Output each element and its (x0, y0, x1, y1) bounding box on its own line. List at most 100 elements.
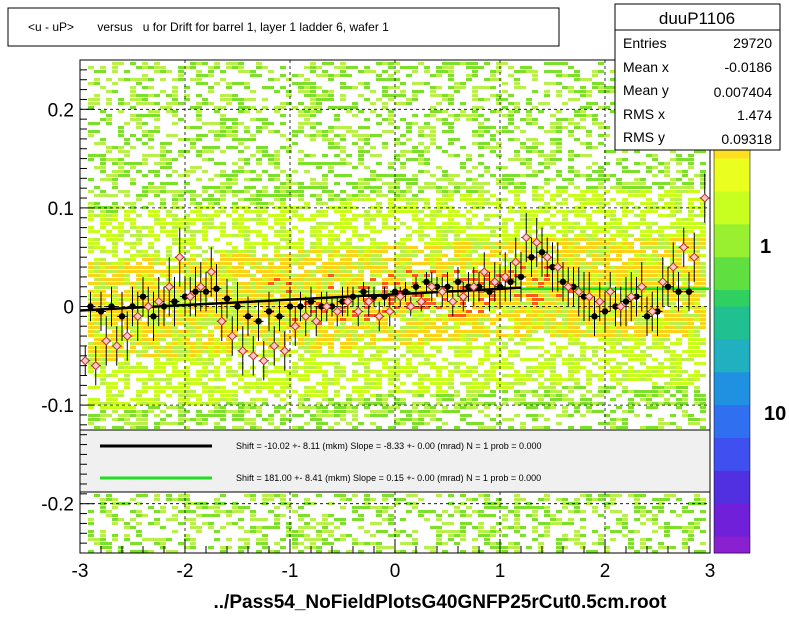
heatmap-cell (472, 278, 478, 281)
heatmap-cell (130, 346, 136, 349)
heatmap-cell (220, 406, 226, 409)
heatmap-cell (208, 86, 214, 89)
heatmap-cell (166, 222, 172, 225)
heatmap-cell (112, 286, 118, 289)
heatmap-cell (556, 94, 562, 97)
heatmap-cell (310, 282, 316, 285)
heatmap-cell (322, 202, 328, 205)
heatmap-cell (508, 382, 514, 385)
heatmap-cell (508, 110, 514, 113)
heatmap-cell (130, 94, 136, 97)
heatmap-cell (94, 330, 100, 333)
heatmap-cell (388, 514, 394, 517)
heatmap-cell (154, 254, 160, 257)
heatmap-cell (376, 298, 382, 301)
heatmap-cell (502, 106, 508, 109)
heatmap-cell (298, 238, 304, 241)
heatmap-cell (298, 290, 304, 293)
heatmap-cell (226, 278, 232, 281)
heatmap-cell (280, 270, 286, 273)
heatmap-cell (184, 418, 190, 421)
heatmap-cell (496, 226, 502, 229)
heatmap-cell (256, 414, 262, 417)
heatmap-cell (478, 358, 484, 361)
heatmap-cell (226, 398, 232, 401)
heatmap-cell (226, 358, 232, 361)
heatmap-cell (202, 402, 208, 405)
heatmap-cell (268, 122, 274, 125)
heatmap-cell (394, 358, 400, 361)
heatmap-cell (142, 282, 148, 285)
heatmap-cell (418, 130, 424, 133)
heatmap-cell (562, 406, 568, 409)
heatmap-cell (286, 238, 292, 241)
heatmap-cell (286, 410, 292, 413)
heatmap-cell (166, 162, 172, 165)
heatmap-cell (124, 230, 130, 233)
heatmap-cell (196, 82, 202, 85)
heatmap-cell (154, 318, 160, 321)
heatmap-cell (382, 130, 388, 133)
heatmap-cell (400, 422, 406, 425)
heatmap-cell (136, 94, 142, 97)
heatmap-cell (322, 210, 328, 213)
heatmap-cell (232, 414, 238, 417)
heatmap-cell (496, 290, 502, 293)
heatmap-cell (376, 214, 382, 217)
heatmap-cell (172, 366, 178, 369)
heatmap-cell (244, 294, 250, 297)
heatmap-cell (118, 282, 124, 285)
heatmap-cell (550, 310, 556, 313)
heatmap-cell (280, 258, 286, 261)
heatmap-cell (262, 126, 268, 129)
heatmap-cell (436, 514, 442, 517)
heatmap-cell (382, 350, 388, 353)
heatmap-cell (250, 298, 256, 301)
heatmap-cell (322, 522, 328, 525)
heatmap-cell (322, 138, 328, 141)
heatmap-cell (154, 102, 160, 105)
heatmap-cell (148, 254, 154, 257)
heatmap-cell (322, 390, 328, 393)
heatmap-cell (352, 318, 358, 321)
heatmap-cell (166, 550, 172, 553)
heatmap-cell (112, 194, 118, 197)
heatmap-cell (478, 514, 484, 517)
heatmap-cell (442, 366, 448, 369)
heatmap-cell (160, 182, 166, 185)
heatmap-cell (508, 334, 514, 337)
heatmap-cell (280, 102, 286, 105)
heatmap-cell (442, 410, 448, 413)
heatmap-cell (364, 502, 370, 505)
heatmap-cell (538, 170, 544, 173)
heatmap-cell (88, 262, 94, 265)
heatmap-cell (268, 354, 274, 357)
heatmap-cell (142, 186, 148, 189)
heatmap-cell (142, 334, 148, 337)
heatmap-cell (304, 254, 310, 257)
heatmap-cell (310, 82, 316, 85)
heatmap-cell (184, 86, 190, 89)
heatmap-cell (232, 234, 238, 237)
heatmap-cell (400, 278, 406, 281)
heatmap-cell (172, 346, 178, 349)
heatmap-cell (310, 242, 316, 245)
heatmap-cell (328, 382, 334, 385)
heatmap-cell (148, 242, 154, 245)
heatmap-cell (424, 306, 430, 309)
heatmap-cell (256, 206, 262, 209)
heatmap-cell (424, 314, 430, 317)
heatmap-cell (526, 174, 532, 177)
heatmap-cell (262, 146, 268, 149)
heatmap-cell (370, 246, 376, 249)
heatmap-cell (130, 330, 136, 333)
heatmap-cell (292, 286, 298, 289)
heatmap-cell (268, 154, 274, 157)
heatmap-cell (376, 98, 382, 101)
heatmap-cell (370, 302, 376, 305)
heatmap-cell (412, 198, 418, 201)
heatmap-cell (424, 254, 430, 257)
heatmap-cell (496, 262, 502, 265)
heatmap-cell (472, 258, 478, 261)
heatmap-cell (100, 530, 106, 533)
